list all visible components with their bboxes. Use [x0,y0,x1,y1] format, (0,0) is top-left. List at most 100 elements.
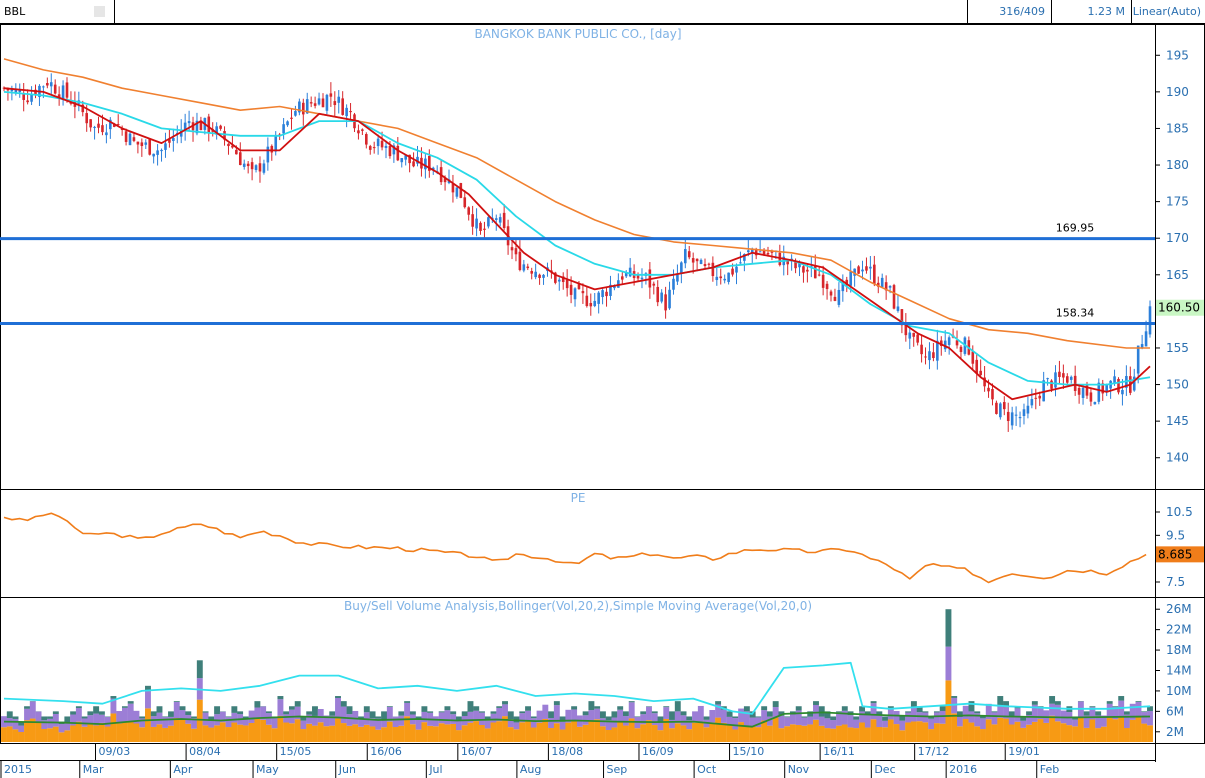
volume-bar-segment [461,725,468,742]
scale-selector[interactable]: Linear(Auto) [1132,5,1201,18]
volume-bar-segment [41,728,48,742]
volume-bar-segment [254,718,261,742]
volume-bar-segment [18,721,25,726]
month-tick-label: Apr [173,763,193,776]
volume-bar-segment [75,721,82,742]
candle-body [924,356,927,358]
volume-bar-segment [795,724,802,742]
volume-bar-segment [312,725,318,742]
candle-body [806,269,809,272]
candle-body [498,217,502,223]
volume-bar-segment [836,712,842,726]
volume-bar-segment [196,699,203,742]
candle-body [1026,405,1030,414]
position-readout: 316/409 [968,0,1052,23]
candle-body [723,278,726,281]
candle-body [207,116,211,133]
volume-bar-segment [962,719,969,742]
volume-sma-line [3,711,1151,728]
volume-bar-segment [277,715,284,742]
symbol-dropdown-icon[interactable] [94,6,105,17]
volume-bar-segment [1020,716,1027,721]
candle-body [1089,392,1093,402]
volume-bar-segment [559,729,566,742]
volume-bar-segment [444,706,451,711]
volume-bar-segment [980,718,986,730]
volume-bar-segment [317,709,324,723]
volume-bar-segment [185,723,192,742]
volume-bar-segment [168,725,174,742]
volume-bar-segment [369,711,376,719]
month-tick-label: Nov [788,763,810,776]
volume-bar-segment [847,727,854,742]
candle-body [656,286,660,303]
candle-body [349,110,352,113]
candle-body [557,279,561,282]
volume-bar-segment [93,725,100,742]
candle-body [526,266,530,269]
candle-body [254,165,258,170]
volume-bar-segment [1135,701,1142,702]
candle-body [467,207,471,215]
volume-bar-segment [651,725,658,742]
candle-body [42,86,45,88]
volume-bar-segment [916,721,923,742]
volume-bar-segment [893,711,900,725]
candle-body [735,266,738,273]
symbol-field[interactable]: BBL [0,0,115,23]
volume-bar-segment [208,716,215,721]
pe-y-tick-label: 10.5 [1166,505,1193,519]
volume-bar-segment [398,711,405,716]
volume-bar-segment [93,706,100,714]
candle-body [1113,376,1116,384]
volume-bar-segment [761,720,768,742]
volume-bar-segment [150,716,157,727]
volume-bar-segment [1112,706,1119,720]
volume-bar-segment [427,711,434,713]
volume-bar-segment [726,716,733,725]
volume-bar-segment [836,725,842,742]
candle-body [219,125,222,129]
volume-bar-segment [818,706,825,717]
volume-bar-segment [697,721,704,742]
volume-bar-segment [225,716,232,718]
volume-bar-segment [928,718,935,730]
volume-bar-segment [588,710,595,722]
candle-body [888,285,892,288]
volume-bar-segment [738,708,745,723]
volume-bar-segment [985,703,992,720]
volume-bar-segment [594,719,601,742]
volume-bar-segment [375,729,382,742]
volume-bar-segment [145,691,151,709]
volume-bar-segment [248,710,255,723]
volume-bar-segment [945,680,952,742]
volume-bar-segment [939,706,946,711]
volume-bar-segment [686,729,693,742]
volume-bar-segment [1141,712,1148,724]
volume-bar-segment [121,706,128,708]
month-tick-label: Feb [1040,763,1059,776]
volume-bar-segment [479,711,485,713]
volume-bar-segment [300,729,307,742]
volume-bar-segment [565,709,572,723]
candle-body [676,274,679,282]
volume-bar-segment [47,728,54,742]
volume-bar-segment [392,727,399,742]
candle-body [979,370,982,376]
volume-bar-segment [841,710,848,725]
candle-body [939,340,943,346]
candle-body [250,162,254,170]
volume-bar-segment [1020,727,1027,742]
volume-bar-segment [58,732,65,742]
candle-body [873,264,876,284]
candle-body [1105,384,1108,392]
candle-body [1073,375,1077,391]
volume-bar-segment [139,716,146,719]
volume-bar-segment [847,715,854,728]
pe-panel-frame [0,489,1205,598]
volume-bar-segment [18,732,25,742]
candle-body [845,279,849,286]
volume-bar-segment [859,706,866,712]
candle-body [179,130,183,137]
volume-bar-segment [657,730,664,742]
